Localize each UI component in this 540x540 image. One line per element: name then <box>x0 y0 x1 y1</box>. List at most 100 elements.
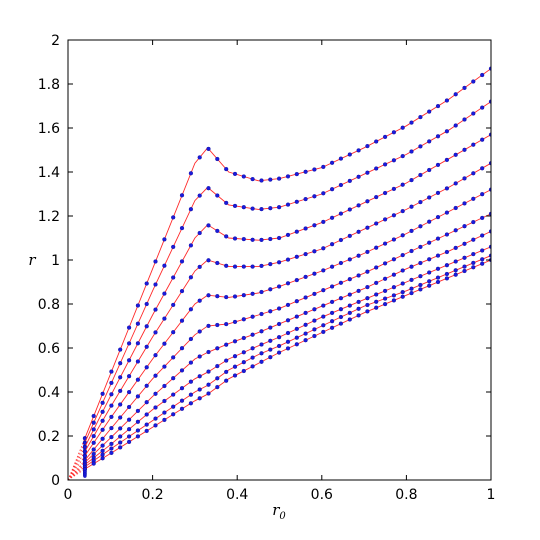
data-point <box>91 447 96 452</box>
data-point <box>127 325 132 330</box>
data-point <box>347 292 352 297</box>
data-point <box>365 269 370 274</box>
data-point <box>435 275 441 280</box>
data-point <box>206 382 211 387</box>
data-point <box>250 237 255 242</box>
data-point <box>444 210 449 215</box>
data-point <box>197 298 202 303</box>
series-line <box>84 246 491 465</box>
series-origin-segment <box>68 446 86 480</box>
data-point <box>374 292 379 297</box>
data-point <box>179 398 185 403</box>
data-point <box>259 178 264 183</box>
data-point <box>374 195 379 200</box>
data-point <box>100 443 105 448</box>
data-point <box>330 187 335 192</box>
data-point <box>241 368 246 374</box>
data-point <box>162 263 167 268</box>
data-point <box>400 154 405 159</box>
data-point <box>144 412 149 417</box>
data-point <box>462 117 467 122</box>
data-point <box>391 213 396 218</box>
data-point <box>418 144 423 149</box>
y-axis-label: r <box>28 251 36 269</box>
data-point <box>294 326 299 331</box>
data-point <box>118 426 123 431</box>
data-point <box>118 415 123 420</box>
data-point <box>400 268 405 273</box>
data-point <box>100 456 105 461</box>
series-9 <box>68 253 491 480</box>
data-point <box>224 234 229 239</box>
data-point <box>391 130 396 135</box>
x-tick-label: 0.6 <box>311 487 333 503</box>
data-point <box>153 353 158 358</box>
data-point <box>321 191 326 196</box>
data-point <box>303 338 308 343</box>
data-point <box>135 428 140 433</box>
data-point <box>356 288 361 293</box>
data-point <box>374 139 379 144</box>
data-point <box>453 92 458 97</box>
data-point <box>109 380 114 385</box>
data-point <box>303 295 308 300</box>
data-point <box>268 355 273 360</box>
data-point <box>471 196 476 201</box>
data-point <box>285 202 291 207</box>
series-line <box>84 189 491 457</box>
data-point <box>171 412 176 417</box>
data-point <box>206 349 211 355</box>
data-point <box>241 264 246 269</box>
data-point <box>118 440 123 445</box>
data-point <box>188 243 193 248</box>
data-point <box>127 434 132 439</box>
data-point <box>91 420 96 425</box>
data-point <box>127 404 132 410</box>
data-point <box>480 257 485 262</box>
data-point <box>215 156 220 162</box>
data-point <box>127 439 132 444</box>
data-point <box>144 324 149 329</box>
data-point <box>312 318 317 323</box>
data-point <box>232 294 238 299</box>
data-point <box>259 311 264 317</box>
data-point <box>303 310 308 315</box>
data-point <box>427 195 432 200</box>
data-point <box>471 171 476 176</box>
data-point <box>444 232 449 237</box>
data-point <box>197 329 202 334</box>
data-point <box>277 205 282 210</box>
data-point <box>135 377 140 382</box>
data-point <box>338 156 343 161</box>
data-point <box>374 265 379 270</box>
y-tick-label: 0.4 <box>38 385 60 401</box>
y-tick-label: 1.6 <box>38 121 60 137</box>
data-point <box>241 237 246 242</box>
data-point <box>453 259 458 264</box>
data-point <box>224 167 229 172</box>
data-point <box>285 330 291 336</box>
data-point <box>144 301 149 307</box>
data-point <box>232 203 238 208</box>
data-point <box>206 293 211 298</box>
data-point <box>418 282 423 288</box>
data-point <box>312 291 317 296</box>
data-point <box>347 310 352 315</box>
data-point <box>409 178 414 183</box>
data-point <box>356 273 361 278</box>
data-point <box>418 200 423 205</box>
data-point <box>312 271 317 276</box>
data-point <box>100 418 105 423</box>
data-point <box>400 253 405 258</box>
data-point <box>321 164 326 169</box>
data-point <box>330 299 335 304</box>
data-point <box>162 410 167 415</box>
data-point <box>259 289 264 295</box>
data-point <box>435 279 441 285</box>
data-point <box>383 190 388 196</box>
data-point <box>232 354 238 359</box>
data-point <box>179 193 185 198</box>
data-point <box>268 236 273 242</box>
data-point <box>197 155 202 160</box>
data-point <box>144 281 149 286</box>
